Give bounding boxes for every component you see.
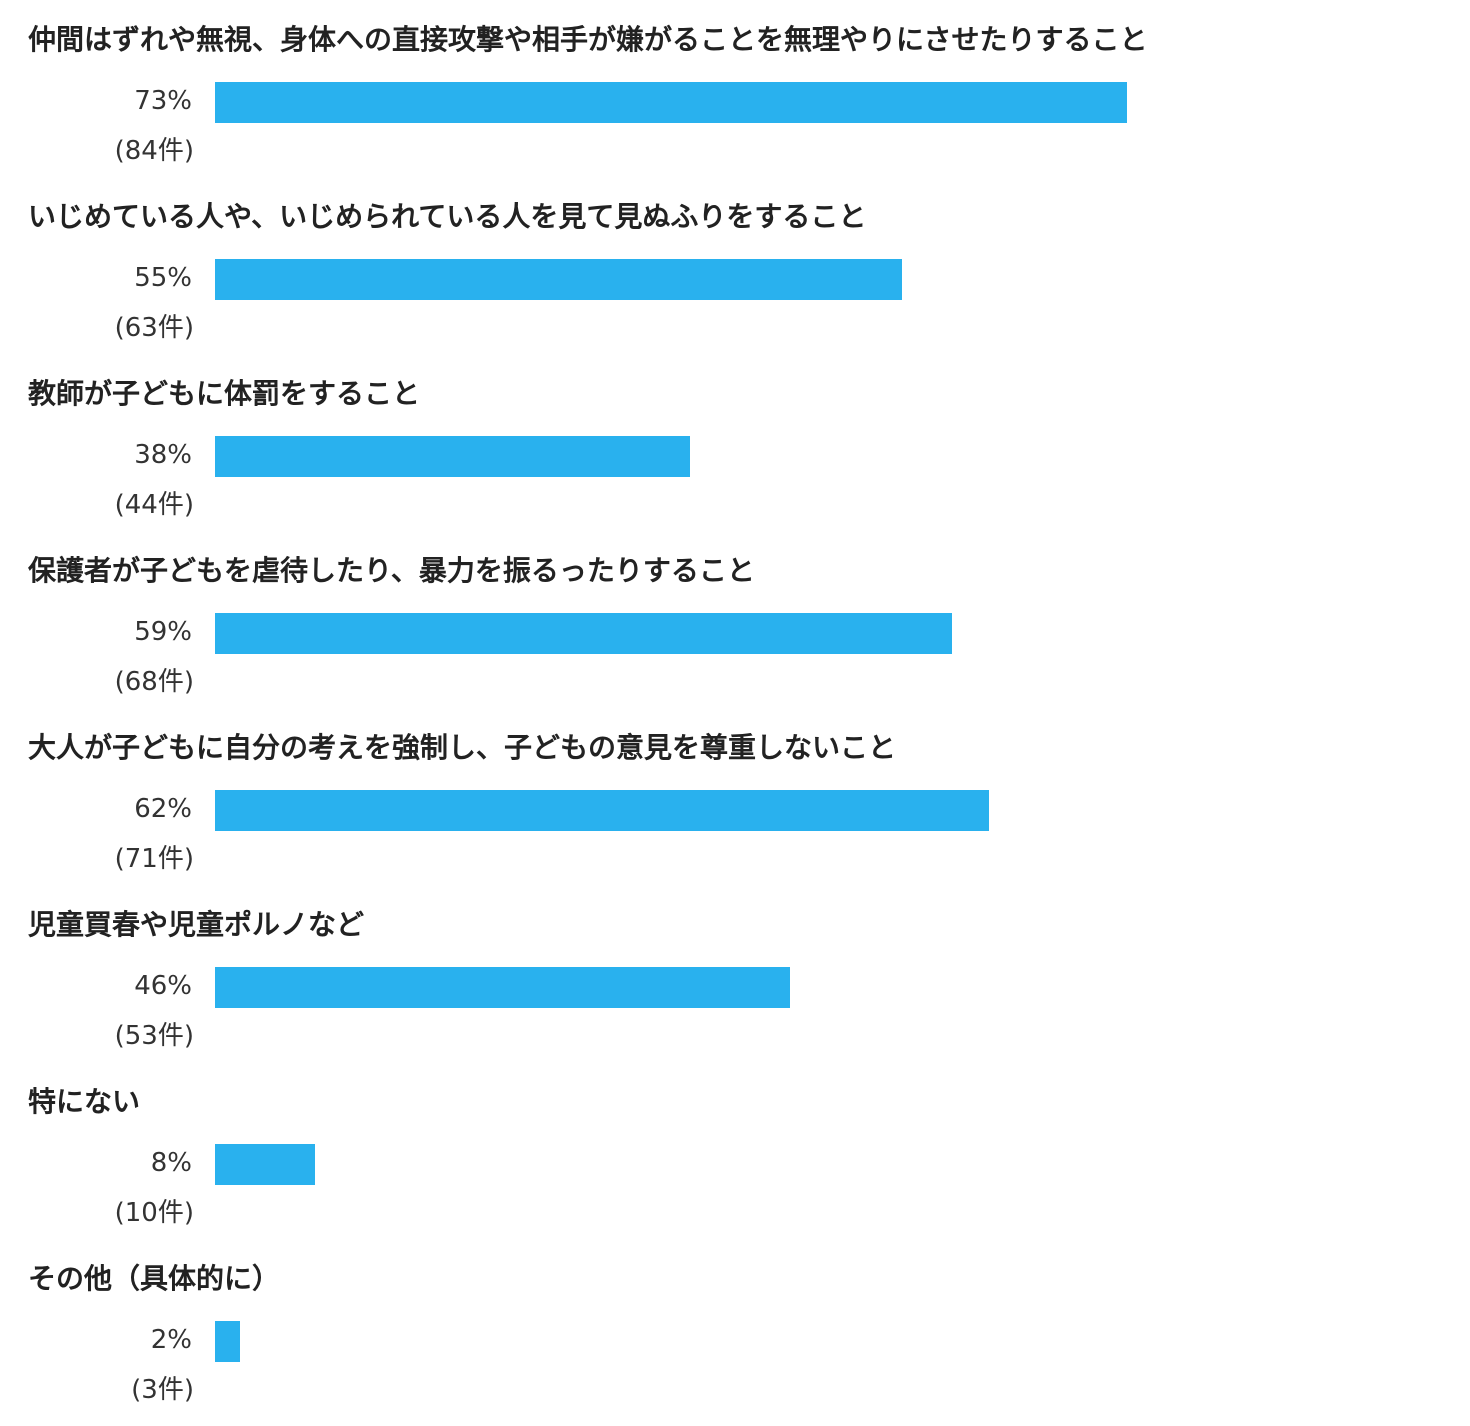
count-label: (44件)	[114, 490, 194, 520]
chart-item: 特にない 8% (10件)	[0, 1062, 1470, 1239]
category-label: いじめている人や、いじめられている人を見て見ぬふりをすること	[28, 200, 867, 233]
value-label: 8%	[150, 1148, 192, 1178]
bar	[215, 613, 952, 654]
value-label: 38%	[134, 440, 192, 470]
chart-item: 仲間はずれや無視、身体への直接攻撃や相手が嫌がることを無理やりにさせたりすること…	[0, 0, 1470, 177]
category-label: 大人が子どもに自分の考えを強制し、子どもの意見を尊重しないこと	[28, 731, 897, 764]
category-label: 児童買春や児童ポルノなど	[28, 908, 365, 941]
count-label: (71件)	[114, 844, 194, 874]
count-label: (10件)	[114, 1198, 194, 1228]
category-label: 教師が子どもに体罰をすること	[28, 377, 421, 410]
bar	[215, 1144, 315, 1185]
bar	[215, 1321, 240, 1362]
chart-item: 保護者が子どもを虐待したり、暴力を振るったりすること 59% (68件)	[0, 531, 1470, 708]
count-label: (68件)	[114, 667, 194, 697]
bar	[215, 790, 989, 831]
category-label: その他（具体的に）	[28, 1262, 281, 1295]
chart-item: 大人が子どもに自分の考えを強制し、子どもの意見を尊重しないこと 62% (71件)	[0, 708, 1470, 885]
value-label: 73%	[134, 86, 192, 116]
category-label: 保護者が子どもを虐待したり、暴力を振るったりすること	[28, 554, 755, 587]
count-label: (53件)	[114, 1021, 194, 1051]
bar	[215, 967, 790, 1008]
chart-item: 児童買春や児童ポルノなど 46% (53件)	[0, 885, 1470, 1062]
value-label: 46%	[134, 971, 192, 1001]
bar	[215, 82, 1127, 123]
value-label: 2%	[150, 1325, 192, 1355]
chart-item: 教師が子どもに体罰をすること 38% (44件)	[0, 354, 1470, 531]
count-label: (3件)	[131, 1375, 194, 1405]
value-label: 55%	[134, 263, 192, 293]
bar	[215, 259, 902, 300]
value-label: 59%	[134, 617, 192, 647]
count-label: (84件)	[114, 136, 194, 166]
bar	[215, 436, 690, 477]
chart-item: その他（具体的に） 2% (3件)	[0, 1239, 1470, 1416]
value-label: 62%	[134, 794, 192, 824]
category-label: 特にない	[28, 1085, 141, 1118]
chart-item: いじめている人や、いじめられている人を見て見ぬふりをすること 55% (63件)	[0, 177, 1470, 354]
count-label: (63件)	[114, 313, 194, 343]
category-label: 仲間はずれや無視、身体への直接攻撃や相手が嫌がることを無理やりにさせたりすること	[28, 23, 1148, 56]
